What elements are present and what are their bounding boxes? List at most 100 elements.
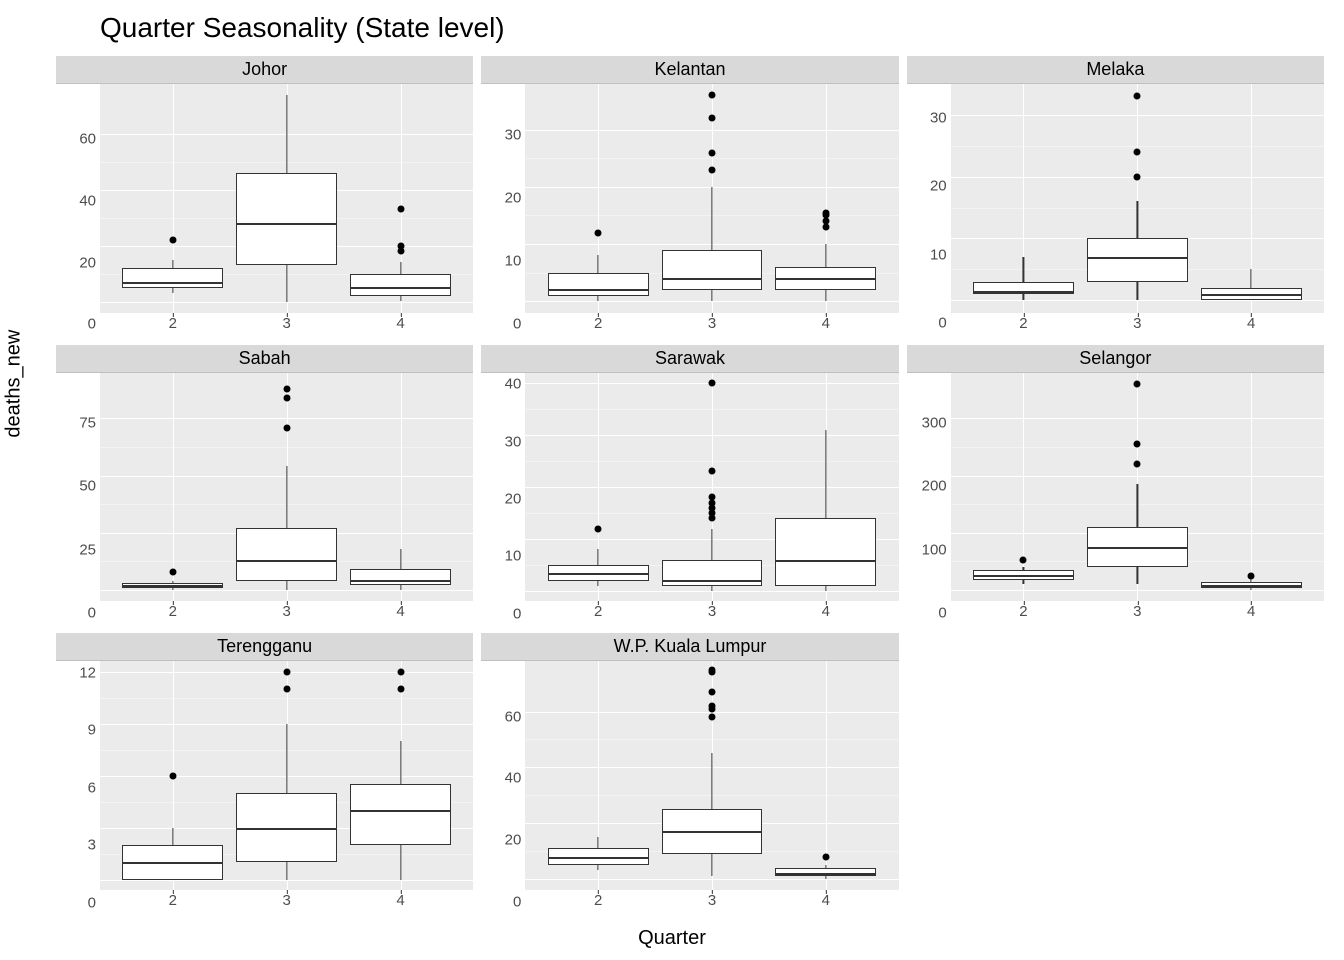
x-tick-row: 234 <box>100 890 473 914</box>
outlier-point <box>169 568 176 575</box>
facet-grid: Johor0204060234Kelantan0102030234Melaka0… <box>56 56 1324 914</box>
y-tick-label: 25 <box>79 542 96 557</box>
outlier-point <box>397 686 404 693</box>
boxplot-box <box>1201 288 1302 300</box>
x-tick-label: 2 <box>169 892 177 909</box>
outlier-point <box>708 702 715 709</box>
boxplot-box <box>1087 238 1188 281</box>
y-tick-column: 0102030 <box>481 84 525 337</box>
y-tick-label: 20 <box>79 255 96 270</box>
x-tick-row: 234 <box>951 601 1324 625</box>
boxplot-box <box>236 173 337 265</box>
y-tick-label: 0 <box>938 316 946 331</box>
facet-panel: Selangor0100200300234 <box>907 345 1324 626</box>
plot-panel <box>100 84 473 313</box>
y-tick-column: 0102030 <box>907 84 951 337</box>
y-tick-column: 0100200300 <box>907 373 951 626</box>
boxplot-box <box>122 268 223 288</box>
y-tick-label: 20 <box>930 179 947 194</box>
y-tick-label: 30 <box>505 127 522 142</box>
x-tick-label: 4 <box>396 892 404 909</box>
y-tick-column: 0204060 <box>56 84 100 337</box>
boxplot-box <box>548 565 649 581</box>
y-tick-label: 12 <box>79 665 96 680</box>
y-tick-label: 30 <box>930 111 947 126</box>
outlier-point <box>1134 93 1141 100</box>
facet-strip-label: Sarawak <box>481 345 898 373</box>
outlier-point <box>708 380 715 387</box>
x-tick-label: 2 <box>1019 315 1027 332</box>
y-tick-label: 10 <box>505 549 522 564</box>
y-tick-label: 10 <box>505 253 522 268</box>
facet-panel: Sarawak010203040234 <box>481 345 898 626</box>
outlier-point <box>283 394 290 401</box>
boxplot-box <box>122 583 223 588</box>
plot-panel <box>525 84 898 313</box>
outlier-point <box>708 166 715 173</box>
facet-strip-label: Selangor <box>907 345 1324 373</box>
boxplot-box <box>350 784 451 845</box>
x-tick-label: 2 <box>594 892 602 909</box>
x-tick-row: 2 3 4 <box>951 313 1324 337</box>
outlier-point <box>595 229 602 236</box>
y-tick-label: 60 <box>79 132 96 147</box>
facet-strip-label: Melaka <box>907 56 1324 84</box>
outlier-point <box>1134 381 1141 388</box>
outlier-point <box>1020 557 1027 564</box>
x-tick-label: 3 <box>708 892 716 909</box>
outlier-point <box>283 424 290 431</box>
x-tick-label: 4 <box>1247 603 1255 620</box>
outlier-point <box>397 668 404 675</box>
y-tick-label: 6 <box>88 780 96 795</box>
x-tick-label: 4 <box>396 315 404 332</box>
boxplot-box <box>236 793 337 862</box>
y-tick-label: 40 <box>505 771 522 786</box>
boxplot-box <box>662 250 763 290</box>
x-tick-label: 4 <box>1247 315 1255 332</box>
x-tick-label: 2 <box>169 315 177 332</box>
boxplot-box <box>1087 527 1188 567</box>
y-tick-label: 20 <box>505 492 522 507</box>
x-tick-row: 234 <box>525 601 898 625</box>
y-tick-column: 036912 <box>56 661 100 914</box>
y-tick-label: 30 <box>505 434 522 449</box>
outlier-point <box>822 209 829 216</box>
facet-panel: Melaka0102030234 <box>907 56 1324 337</box>
y-tick-column: 010203040 <box>481 373 525 626</box>
y-tick-label: 9 <box>88 723 96 738</box>
y-axis-label: deaths_new <box>3 330 26 438</box>
plot-panel <box>525 373 898 602</box>
y-tick-column: 0255075 <box>56 373 100 626</box>
x-tick-row: 234 <box>525 313 898 337</box>
x-tick-row: 234 <box>525 890 898 914</box>
y-tick-label: 20 <box>505 833 522 848</box>
x-tick-label: 3 <box>708 315 716 332</box>
x-axis-label: Quarter <box>638 927 706 950</box>
y-tick-label: 0 <box>513 606 521 621</box>
facet-strip-label: W.P. Kuala Lumpur <box>481 633 898 661</box>
outlier-point <box>169 237 176 244</box>
chart-title: Quarter Seasonality (State level) <box>100 12 505 44</box>
x-tick-label: 2 <box>594 603 602 620</box>
y-tick-label: 0 <box>88 895 96 910</box>
outlier-point <box>1134 173 1141 180</box>
x-tick-label: 3 <box>1133 315 1141 332</box>
boxplot-box <box>236 528 337 581</box>
boxplot-box <box>662 560 763 586</box>
outlier-point <box>708 494 715 501</box>
chart-container: Quarter Seasonality (State level) deaths… <box>0 0 1344 960</box>
facet-strip-label: Kelantan <box>481 56 898 84</box>
outlier-point <box>283 668 290 675</box>
x-tick-row: 234 <box>100 601 473 625</box>
outlier-point <box>283 686 290 693</box>
outlier-point <box>708 714 715 721</box>
y-tick-label: 0 <box>88 605 96 620</box>
facet-strip-label: Terengganu <box>56 633 473 661</box>
y-tick-column: 0204060 <box>481 661 525 914</box>
boxplot-box <box>973 282 1074 294</box>
outlier-point <box>708 149 715 156</box>
y-tick-label: 200 <box>922 479 947 494</box>
y-tick-label: 60 <box>505 709 522 724</box>
outlier-point <box>595 525 602 532</box>
x-tick-label: 2 <box>1019 603 1027 620</box>
